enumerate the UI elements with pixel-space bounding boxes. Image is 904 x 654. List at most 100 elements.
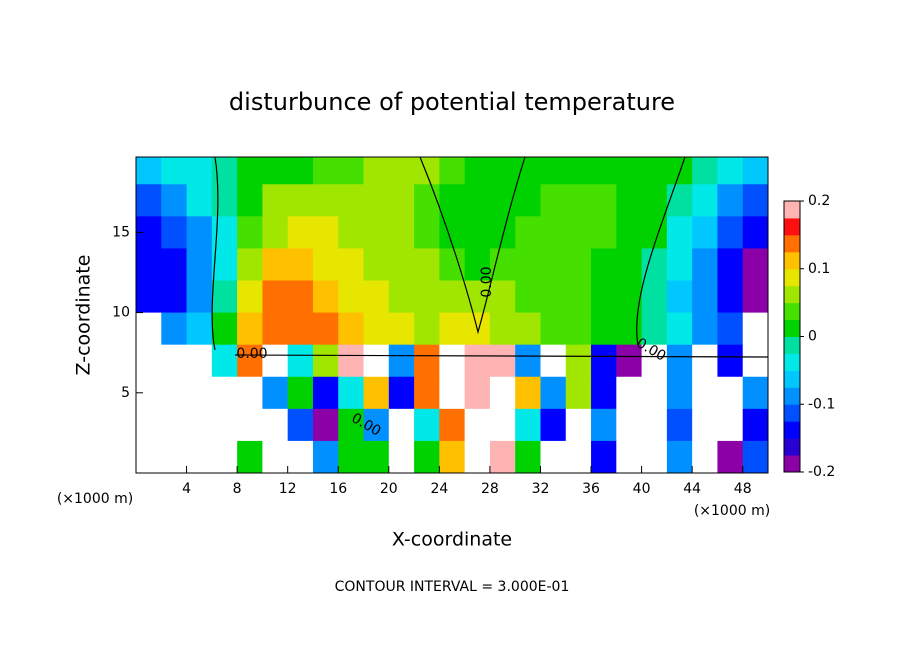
contour-line bbox=[211, 156, 769, 358]
colorbar-tick-label: 0 bbox=[808, 329, 817, 345]
field-cell bbox=[262, 408, 289, 442]
y-axis-label: Z-coordinate bbox=[73, 255, 95, 376]
field-cell bbox=[237, 280, 263, 314]
colorbar-swatch bbox=[784, 438, 800, 456]
field-cell bbox=[388, 344, 415, 378]
x-tick-label: 16 bbox=[329, 481, 347, 497]
field-cell bbox=[616, 376, 643, 410]
colorbar-swatch bbox=[784, 404, 800, 422]
field-cell bbox=[515, 280, 541, 314]
field-cell bbox=[211, 248, 238, 282]
field-cell bbox=[489, 157, 516, 185]
field-cell bbox=[692, 376, 718, 410]
field-cell bbox=[287, 280, 314, 314]
field-cell bbox=[363, 216, 390, 249]
field-cell bbox=[565, 376, 592, 410]
plot-frame bbox=[135, 156, 769, 474]
field-cell bbox=[515, 408, 541, 442]
field-cell bbox=[211, 408, 238, 442]
field-cell bbox=[338, 216, 365, 249]
y-tick-label: 5 bbox=[121, 385, 130, 401]
field-cell bbox=[388, 216, 415, 249]
x-tick-label: 36 bbox=[582, 481, 600, 497]
colorbar-tick-label: 0.2 bbox=[808, 193, 830, 209]
field-cell bbox=[312, 157, 339, 185]
field-cell bbox=[641, 157, 668, 185]
field-cell bbox=[666, 248, 693, 282]
colorbar-swatch bbox=[784, 455, 800, 473]
x-tick-label: 32 bbox=[532, 481, 550, 497]
field-cell bbox=[641, 408, 668, 442]
colorbar-swatch bbox=[784, 234, 800, 253]
field-cell bbox=[211, 376, 238, 410]
colorbar-swatch bbox=[784, 201, 800, 219]
field-cell bbox=[287, 184, 314, 217]
field-cell bbox=[666, 376, 693, 410]
field-cell bbox=[515, 216, 541, 249]
field-cell bbox=[186, 312, 213, 346]
field-cell bbox=[439, 376, 466, 410]
field-cell bbox=[717, 184, 744, 217]
field-cell bbox=[540, 376, 567, 410]
field-cell bbox=[287, 312, 314, 346]
field-cell bbox=[363, 248, 390, 282]
field-cell bbox=[692, 248, 718, 282]
contour-label: 0.00 bbox=[479, 266, 495, 297]
field-cell bbox=[414, 280, 440, 314]
field-cell bbox=[363, 312, 390, 346]
field-cell bbox=[540, 184, 567, 217]
field-cell bbox=[616, 216, 643, 249]
field-cell bbox=[414, 408, 440, 442]
field-cell bbox=[363, 408, 390, 442]
field-cell bbox=[262, 184, 289, 217]
colorbar-swatch bbox=[784, 302, 800, 321]
field-cell bbox=[540, 312, 567, 346]
field-cell bbox=[540, 216, 567, 249]
field-cell bbox=[692, 440, 718, 474]
chart-title: disturbunce of potential temperature bbox=[229, 88, 675, 116]
field-cell bbox=[742, 376, 769, 410]
field-cell bbox=[692, 184, 718, 217]
field-cell bbox=[136, 157, 162, 185]
field-cell bbox=[287, 344, 314, 378]
field-cell bbox=[388, 440, 415, 474]
field-cell bbox=[136, 440, 162, 474]
field-cell bbox=[161, 157, 188, 185]
field-cell bbox=[211, 440, 238, 474]
field-cell bbox=[515, 440, 541, 474]
field-cell bbox=[287, 440, 314, 474]
x-tick-label: 12 bbox=[279, 481, 297, 497]
field-cell bbox=[591, 344, 617, 378]
field-cell bbox=[591, 157, 617, 185]
y-tick-label: 10 bbox=[112, 305, 130, 321]
field-cell bbox=[262, 216, 289, 249]
field-cell bbox=[414, 312, 440, 346]
field-cell bbox=[439, 248, 466, 282]
field-cell bbox=[565, 440, 592, 474]
field-cell bbox=[338, 376, 365, 410]
field-cell bbox=[666, 184, 693, 217]
x-tick-label: 24 bbox=[430, 481, 448, 497]
field-cell bbox=[338, 344, 365, 378]
field-cell bbox=[186, 216, 213, 249]
field-cell bbox=[591, 280, 617, 314]
field-cell bbox=[237, 184, 263, 217]
field-cell bbox=[186, 344, 213, 378]
field-cell bbox=[161, 344, 188, 378]
field-cell bbox=[363, 440, 390, 474]
field-cell bbox=[338, 280, 365, 314]
field-cell bbox=[439, 280, 466, 314]
field-cell bbox=[388, 248, 415, 282]
field-cell bbox=[717, 376, 744, 410]
field-cell bbox=[489, 376, 516, 410]
field-cell bbox=[414, 440, 440, 474]
field-cell bbox=[717, 216, 744, 249]
field-cell bbox=[591, 408, 617, 442]
field-cell bbox=[540, 344, 567, 378]
field-cell bbox=[262, 312, 289, 346]
field-cell bbox=[565, 248, 592, 282]
field-cell bbox=[717, 408, 744, 442]
colorbar-swatch bbox=[784, 336, 800, 354]
field-cell bbox=[489, 312, 516, 346]
field-cell bbox=[312, 280, 339, 314]
